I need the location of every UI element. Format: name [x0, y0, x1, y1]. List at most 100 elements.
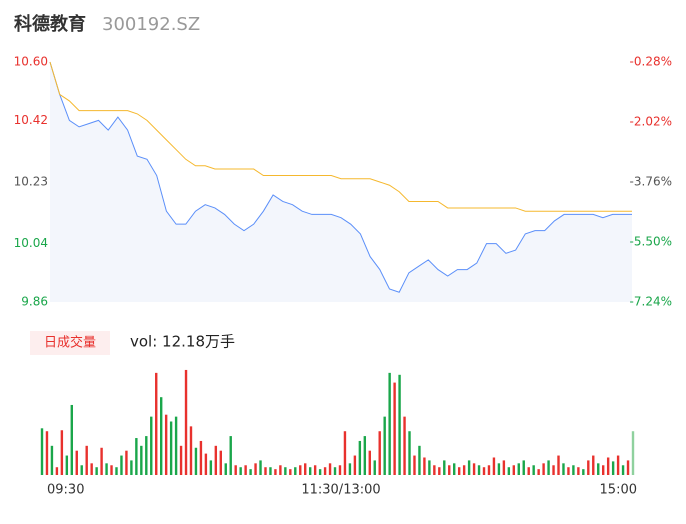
volume-bar: [125, 450, 128, 475]
volume-bar: [259, 460, 262, 475]
volume-bar: [145, 436, 148, 475]
volume-bar: [532, 465, 535, 475]
volume-bar: [557, 455, 560, 475]
volume-bar: [577, 467, 580, 475]
volume-bar: [189, 426, 193, 475]
volume-bar: [219, 450, 222, 475]
volume-bar: [383, 416, 386, 475]
volume-bar: [308, 467, 312, 475]
volume-bar: [462, 465, 466, 475]
x-tick-label: 11:30/13:00: [301, 483, 380, 498]
volume-bar: [403, 416, 406, 475]
volume-bar: [110, 465, 113, 475]
volume-bar: [249, 469, 252, 475]
volume-bar: [199, 440, 203, 475]
volume-bar: [547, 460, 550, 475]
stock-name: 科德教育: [14, 13, 86, 35]
volume-bar: [527, 467, 530, 475]
volume-bar: [537, 469, 540, 475]
volume-bar: [179, 445, 183, 475]
volume-bar: [115, 467, 118, 475]
volume-bar: [209, 460, 213, 475]
volume-bar: [487, 465, 491, 475]
volume-bar: [60, 430, 64, 475]
volume-bar: [378, 431, 381, 475]
volume-bar: [602, 465, 605, 475]
volume-bar: [164, 414, 168, 475]
price-area: [50, 62, 632, 302]
volume-bar: [279, 465, 282, 475]
series-line: [49, 61, 632, 212]
y2-tick-label: -2.02%: [630, 115, 672, 129]
volume-bar: [244, 465, 247, 475]
volume-bar: [174, 416, 178, 475]
x-tick-label: 09:30: [47, 483, 84, 498]
volume-bar: [472, 463, 476, 475]
volume-bar: [408, 431, 411, 475]
y-tick-label: 10.04: [14, 236, 48, 250]
volume-bar: [567, 467, 570, 475]
volume-bar: [70, 404, 73, 475]
volume-bar: [184, 369, 188, 475]
volume-bar: [507, 467, 511, 475]
volume-bar: [492, 457, 496, 475]
volume-bar: [284, 467, 287, 475]
volume-bar: [318, 469, 322, 475]
volume-bar: [621, 465, 625, 475]
volume-bar: [616, 455, 620, 475]
volume-bar: [348, 463, 352, 475]
volume-bar: [393, 382, 396, 475]
volume-tab[interactable]: 日成交量: [44, 335, 96, 351]
volume-bar: [40, 428, 44, 475]
y-tick-label: 10.23: [14, 175, 48, 189]
volume-bar: [423, 457, 426, 475]
volume-bar: [626, 460, 630, 475]
volume-bar: [204, 453, 208, 475]
stock-code: 300192.SZ: [102, 14, 200, 35]
volume-bar: [438, 467, 441, 475]
volume-bar: [140, 445, 143, 475]
volume-bar: [224, 463, 227, 475]
volume-bar: [552, 465, 555, 475]
volume-bar: [214, 445, 218, 475]
volume-bar: [562, 463, 565, 475]
volume-bar: [502, 460, 506, 475]
y2-tick-label: -5.50%: [630, 235, 672, 249]
volume-bar: [572, 465, 575, 475]
volume-bar: [85, 445, 88, 475]
volume-bar: [582, 469, 585, 475]
y2-tick-label: -0.28%: [630, 55, 672, 69]
volume-bar: [448, 465, 451, 475]
volume-bar: [368, 450, 371, 475]
volume-bar: [418, 445, 421, 475]
volume-bar: [453, 463, 456, 475]
volume-bar: [234, 465, 237, 475]
y-tick-label: 10.42: [14, 113, 48, 127]
volume-bar: [606, 457, 610, 475]
volume-bar: [482, 467, 486, 475]
volume-bar: [194, 447, 198, 475]
series-line: [49, 61, 632, 293]
volume-bar: [433, 465, 436, 475]
volume-bar: [363, 436, 367, 475]
volume-bar: [592, 455, 595, 475]
volume-bar: [120, 455, 123, 475]
volume-bar: [155, 372, 158, 475]
volume-bar: [50, 445, 54, 475]
volume-bar: [333, 467, 337, 475]
volume-bar: [294, 467, 297, 475]
volume-bar: [477, 465, 481, 475]
volume-tab-bg[interactable]: [30, 331, 110, 355]
volume-bar: [467, 460, 471, 475]
volume-bar: [100, 447, 103, 475]
volume-bar: [254, 463, 257, 475]
x-tick-label: 15:00: [600, 483, 637, 498]
volume-bar: [497, 463, 501, 475]
volume-bar: [338, 465, 342, 475]
volume-bar: [388, 372, 391, 475]
volume-bar: [443, 460, 446, 475]
volume-bar: [150, 416, 153, 475]
volume-bar: [323, 467, 327, 475]
volume-bar: [597, 463, 600, 475]
